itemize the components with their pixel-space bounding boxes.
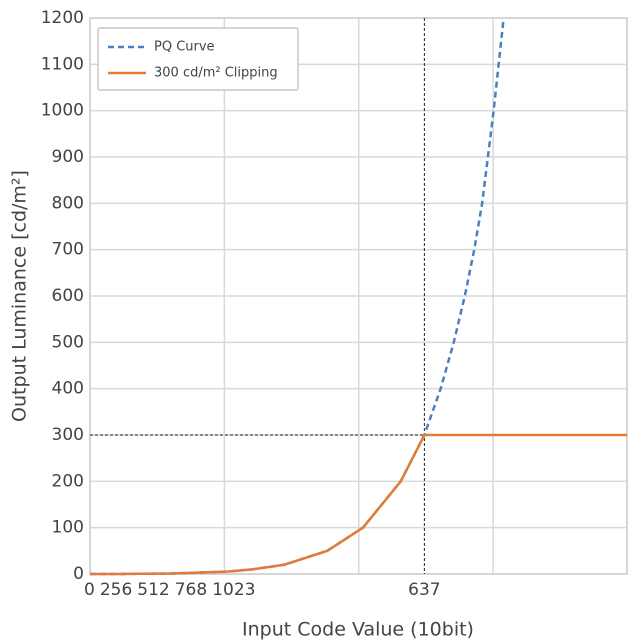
series-line (89, 433, 627, 576)
y-tick-label: 300 (52, 425, 84, 445)
x-axis-label: Input Code Value (10bit) (242, 619, 474, 641)
y-tick-label: 700 (52, 240, 84, 260)
y-axis-label: Output Luminance [cd/m²] (9, 170, 31, 422)
x-tick-label: 768 (175, 580, 207, 600)
legend: PQ Curve 300 cd/m² Clipping (97, 27, 299, 91)
x-tick-label: 637 (408, 580, 440, 600)
y-tick-label: 600 (52, 286, 84, 306)
plot-frame (89, 17, 628, 575)
legend-frame (97, 27, 299, 91)
y-tick-label: 500 (52, 332, 84, 352)
x-tick-label: 512 (137, 580, 169, 600)
y-tick-label: 0 (73, 564, 84, 584)
y-tick-label: 1000 (41, 101, 84, 121)
legend-label: PQ Curve (154, 40, 215, 55)
y-tick-label: 900 (52, 147, 84, 167)
y-tick-label: 1200 (41, 8, 84, 28)
y-tick-label: 400 (52, 379, 84, 399)
y-tick-label: 800 (52, 193, 84, 213)
x-tick-label: 0 (84, 580, 95, 600)
y-tick-label: 100 (52, 518, 84, 538)
x-tick-label: 1023 (212, 580, 255, 600)
y-tick-label: 1100 (41, 54, 84, 74)
y-tick-label: 200 (52, 471, 84, 491)
x-tick-label: 256 (100, 580, 132, 600)
legend-label: 300 cd/m² Clipping (154, 66, 278, 81)
